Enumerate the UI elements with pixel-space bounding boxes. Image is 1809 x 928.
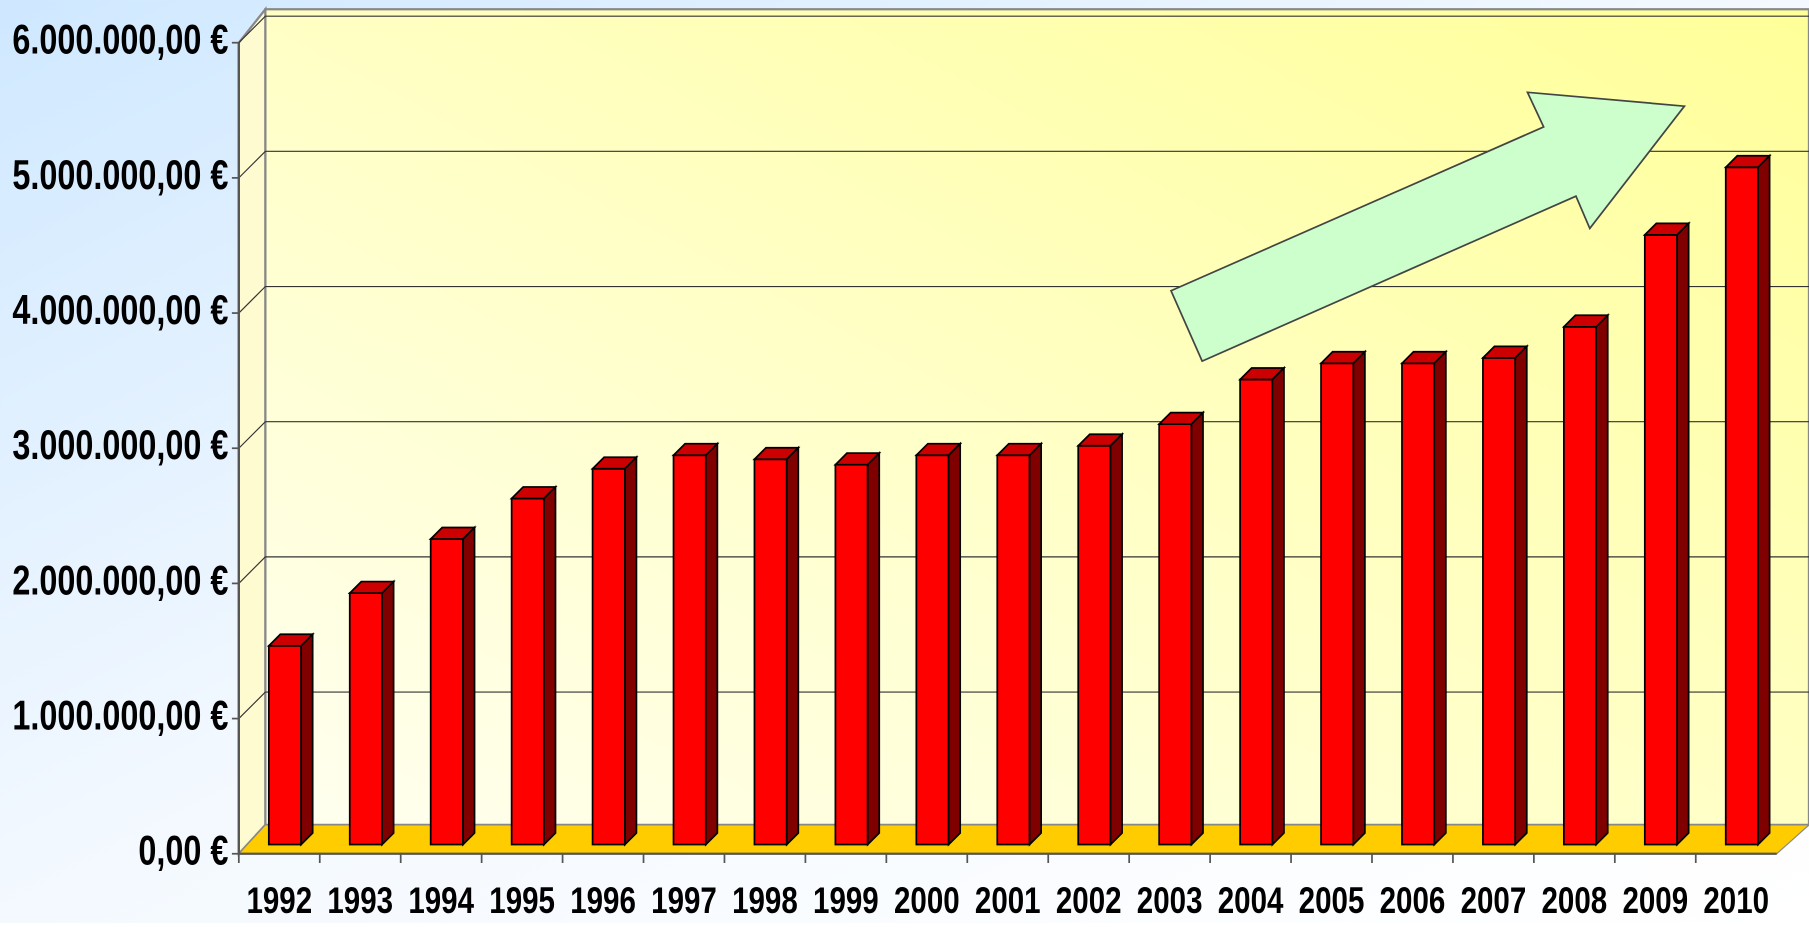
- grid-line: [238, 15, 1809, 44]
- bar-side: [947, 441, 962, 847]
- bar: [347, 579, 396, 847]
- bar-front: [1239, 378, 1274, 846]
- bar: [590, 455, 639, 847]
- x-tick-label: 2003: [1137, 881, 1203, 922]
- bar-side: [1433, 349, 1447, 847]
- bar-front: [348, 592, 383, 846]
- bar-side: [1109, 432, 1123, 847]
- bar: [428, 525, 477, 847]
- bar-side: [785, 445, 800, 847]
- side-wall: [237, 5, 267, 857]
- bar-front: [1158, 423, 1193, 846]
- bar-front: [429, 538, 464, 846]
- bar-side: [624, 455, 638, 847]
- bar-front: [267, 644, 302, 846]
- y-tick-label: 0,00 €: [138, 827, 228, 874]
- bar: [914, 441, 963, 847]
- bar-front: [1482, 357, 1517, 846]
- bar-front: [1077, 444, 1112, 846]
- bar-side: [1595, 313, 1609, 847]
- bar-side: [1028, 441, 1042, 847]
- labels: 0,00 € 1.000.000,00 € 2.000.000,00 € 3.000.…: [12, 16, 1769, 922]
- bar: [1399, 349, 1448, 847]
- y-tick-label: 6.000.000,00 €: [12, 16, 228, 63]
- x-tick-label: 2006: [1380, 881, 1446, 922]
- bar-side: [1676, 221, 1690, 847]
- x-tick-label: 2002: [1056, 881, 1122, 922]
- bar: [1318, 349, 1367, 847]
- bar: [509, 484, 558, 847]
- bar: [833, 451, 882, 847]
- y-tick-label: 2.000.000,00 €: [12, 556, 228, 603]
- bar: [1642, 221, 1691, 847]
- bar-front: [1724, 166, 1759, 846]
- bar-side: [1271, 365, 1285, 847]
- bar-front: [1320, 362, 1355, 846]
- bar-front: [834, 463, 869, 846]
- x-tick-label: 1994: [408, 881, 474, 922]
- x-tick-label: 1997: [651, 881, 717, 922]
- x-tick-label: 2010: [1703, 881, 1769, 922]
- x-tick-label: 2005: [1299, 881, 1365, 922]
- bar-side: [704, 441, 719, 847]
- trend-arrow: [1169, 91, 1687, 363]
- grid-line: [238, 691, 1809, 719]
- bar: [995, 441, 1044, 847]
- bar-front: [1563, 325, 1598, 846]
- x-tick-label: 2009: [1622, 881, 1688, 922]
- bar: [1157, 410, 1206, 847]
- y-tick-label: 3.000.000,00 €: [12, 421, 228, 468]
- bar-front: [915, 454, 950, 846]
- x-tick-label: 2008: [1541, 881, 1607, 922]
- y-tick-label: 4.000.000,00 €: [12, 286, 228, 333]
- bar-side: [1190, 410, 1204, 847]
- bar-side: [543, 484, 557, 847]
- bar-side: [300, 632, 314, 847]
- grid-line: [238, 421, 1809, 449]
- bar: [1238, 365, 1287, 847]
- x-tick-label: 2004: [1218, 881, 1284, 922]
- bar: [671, 441, 720, 847]
- bar-side: [462, 525, 476, 847]
- x-tick-label: 1993: [327, 881, 393, 922]
- x-tick-label: 1999: [813, 881, 879, 922]
- bar-front: [1643, 234, 1678, 846]
- bar: [1076, 432, 1125, 847]
- bar-front: [996, 454, 1031, 846]
- bar: [752, 445, 801, 847]
- bar-side: [866, 451, 881, 847]
- bar-side: [1352, 349, 1366, 847]
- x-tick-label: 1998: [732, 881, 798, 922]
- bar-side: [381, 579, 395, 847]
- grid: [237, 15, 1809, 855]
- grid-line: [238, 556, 1809, 584]
- bar-front: [591, 467, 626, 846]
- bar: [266, 632, 315, 847]
- x-tick-label: 1995: [489, 881, 555, 922]
- bar-side: [1514, 344, 1528, 847]
- y-tick-label: 5.000.000,00 €: [12, 151, 228, 198]
- x-tick-label: 1992: [246, 881, 312, 922]
- x-tick-label: 2001: [975, 881, 1041, 922]
- x-tick-label: 1996: [570, 881, 636, 922]
- bar-front: [753, 458, 788, 846]
- bar-front: [510, 497, 545, 846]
- y-tick-label: 1.000.000,00 €: [12, 692, 228, 739]
- x-tick-label: 2007: [1461, 881, 1527, 922]
- bar: [1480, 344, 1529, 847]
- bar: [1561, 313, 1610, 847]
- bar: [1723, 153, 1772, 847]
- x-tick-label: 2000: [894, 881, 960, 922]
- bar-front: [672, 454, 707, 846]
- bar-side: [1757, 153, 1771, 847]
- grid-line: [238, 150, 1809, 179]
- bar-front: [1401, 362, 1436, 846]
- bars: [266, 153, 1772, 847]
